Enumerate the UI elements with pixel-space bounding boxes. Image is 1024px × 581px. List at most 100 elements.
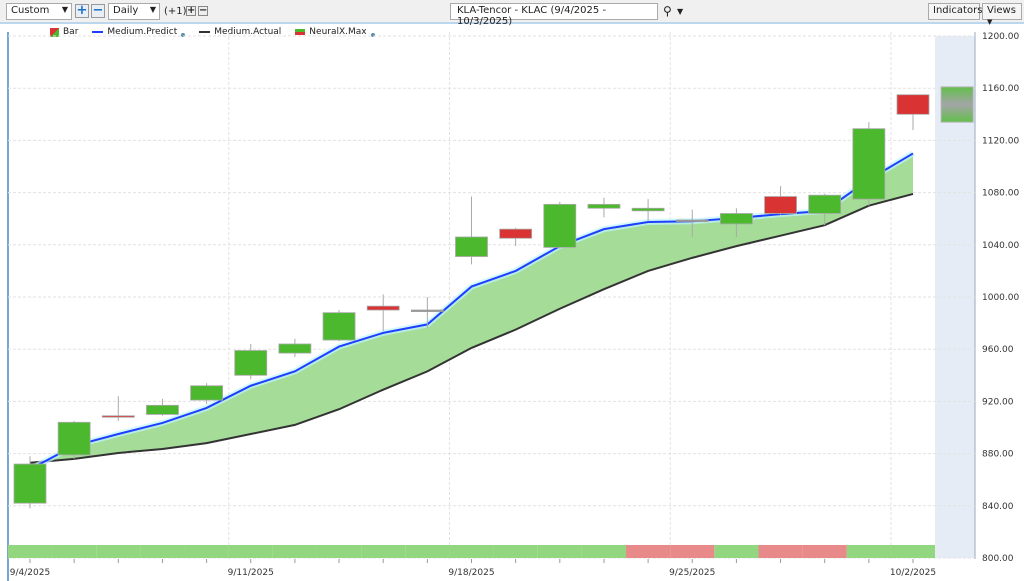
candle-body [278,343,312,354]
medium-predict-line [29,152,914,471]
legend-label: NeuralX.Max [309,27,367,37]
y-tick-label: 960.00 [982,345,1014,355]
candle-body [410,309,444,312]
signal-strip-segment [802,545,847,558]
price-chart: 800.00 840.00 880.00 920.00 960.00 1000.00 104… [7,32,1019,581]
chevron-down-icon: ▼ [149,5,156,14]
signal-strip-segment [758,545,803,558]
signal-strip-segment [140,545,185,558]
signal-strip-segment [581,545,627,558]
candle [410,297,444,329]
candle-body [631,207,665,212]
candle [764,186,797,215]
candle [322,310,356,342]
candle [543,201,577,249]
x-tick-label: 9/18/2025 [448,568,494,578]
toolbar: Custom ▼ + − Daily ▼ (+1) + − KLA-Tencor -… [0,0,1024,27]
legend-item-bar[interactable]: Bar [50,27,78,37]
offset-plus-button[interactable]: + [186,5,196,16]
candle-body [57,421,91,456]
x-tick-label: 9/25/2025 [669,568,715,578]
signal-strip-segment [449,545,494,558]
line-icon [92,31,104,33]
signal-strip-segment [626,545,671,558]
candle-body [101,415,135,418]
candle-body [587,203,621,209]
period-value: Custom [11,5,50,16]
signal-strip-segment [52,545,97,558]
chevron-down-icon: ▼ [987,18,993,26]
dot-icon [370,33,375,37]
candle [896,94,930,130]
interval-select[interactable]: Daily ▼ [108,3,160,20]
search-icon[interactable]: ⚲ [663,4,672,18]
candle-body [543,203,577,248]
signal-strip-segment [272,545,317,558]
candle [57,420,91,459]
signal-strip-segment [96,545,141,558]
symbol-title-input[interactable]: KLA-Tencor - KLAC (9/4/2025 - 10/3/2025) [450,3,658,27]
candle [720,208,753,237]
signal-strip-segment [405,545,450,558]
candle-body [720,213,753,225]
candle-body [455,236,488,257]
candle [455,196,488,265]
signal-strip-segment [361,545,406,558]
medium-actual-line [29,192,914,464]
forecast-bar [940,86,974,123]
indicators-button[interactable]: Indicators▼ [928,3,988,20]
candle [675,209,709,237]
y-tick-label: 800.00 [982,554,1014,564]
y-tick-label: 880.00 [982,450,1014,460]
period-select[interactable]: Custom ▼ [6,3,72,20]
candle [234,343,268,380]
signal-strip-segment [228,545,273,558]
legend-label: Medium.Actual [214,27,282,37]
chevron-down-icon[interactable]: ▼ [677,7,684,16]
candle [499,227,533,247]
candle-body [366,305,400,311]
x-tick-label: 10/2/2025 [890,568,936,578]
signal-strip-segment [184,545,229,558]
offset-label: (+1) [164,6,187,17]
legend-item-actual[interactable]: Medium.Actual [199,27,281,37]
x-tick-label: 9/11/2025 [228,568,274,578]
candle-body [234,350,268,376]
legend-label: Medium.Predict [107,27,178,37]
y-tick-label: 1160.00 [982,84,1019,94]
views-button[interactable]: Views ▼ [982,3,1022,26]
signal-strip-segment [714,545,759,558]
candle-body [808,194,842,214]
signal-strip-segment [537,545,582,558]
candle [13,456,47,509]
candle-body [146,404,179,415]
y-tick-label: 1080.00 [982,189,1019,199]
offset-minus-button[interactable]: − [198,5,208,16]
legend-item-neuralx[interactable]: NeuralX.Max [295,27,375,37]
y-tick-label: 920.00 [982,397,1014,407]
x-tick-label: 9/4/2025 [10,568,50,578]
candle [101,396,135,421]
signal-strip-segment [670,545,715,558]
indicators-label: Indicators [933,5,983,16]
zoom-in-button[interactable]: + [75,3,89,18]
candle [631,199,665,222]
candle-body [764,196,797,214]
y-tick-label: 840.00 [982,502,1014,512]
line-icon [199,31,211,33]
signal-strip-segment [493,545,538,558]
y-tick-label: 1040.00 [982,241,1019,251]
bar-icon [50,27,59,37]
zoom-out-button[interactable]: − [91,3,105,18]
candle [587,197,621,218]
y-tick-label: 1120.00 [982,136,1019,146]
candle [852,122,886,206]
candle [190,383,224,405]
candle-body [499,228,533,239]
chevron-down-icon: ▼ [61,5,68,14]
legend-item-predict[interactable]: Medium.Predict [92,27,186,37]
neuralx-icon [295,29,306,35]
views-label: Views [987,5,1016,16]
candle-body [675,219,709,222]
candle-body [852,128,886,200]
